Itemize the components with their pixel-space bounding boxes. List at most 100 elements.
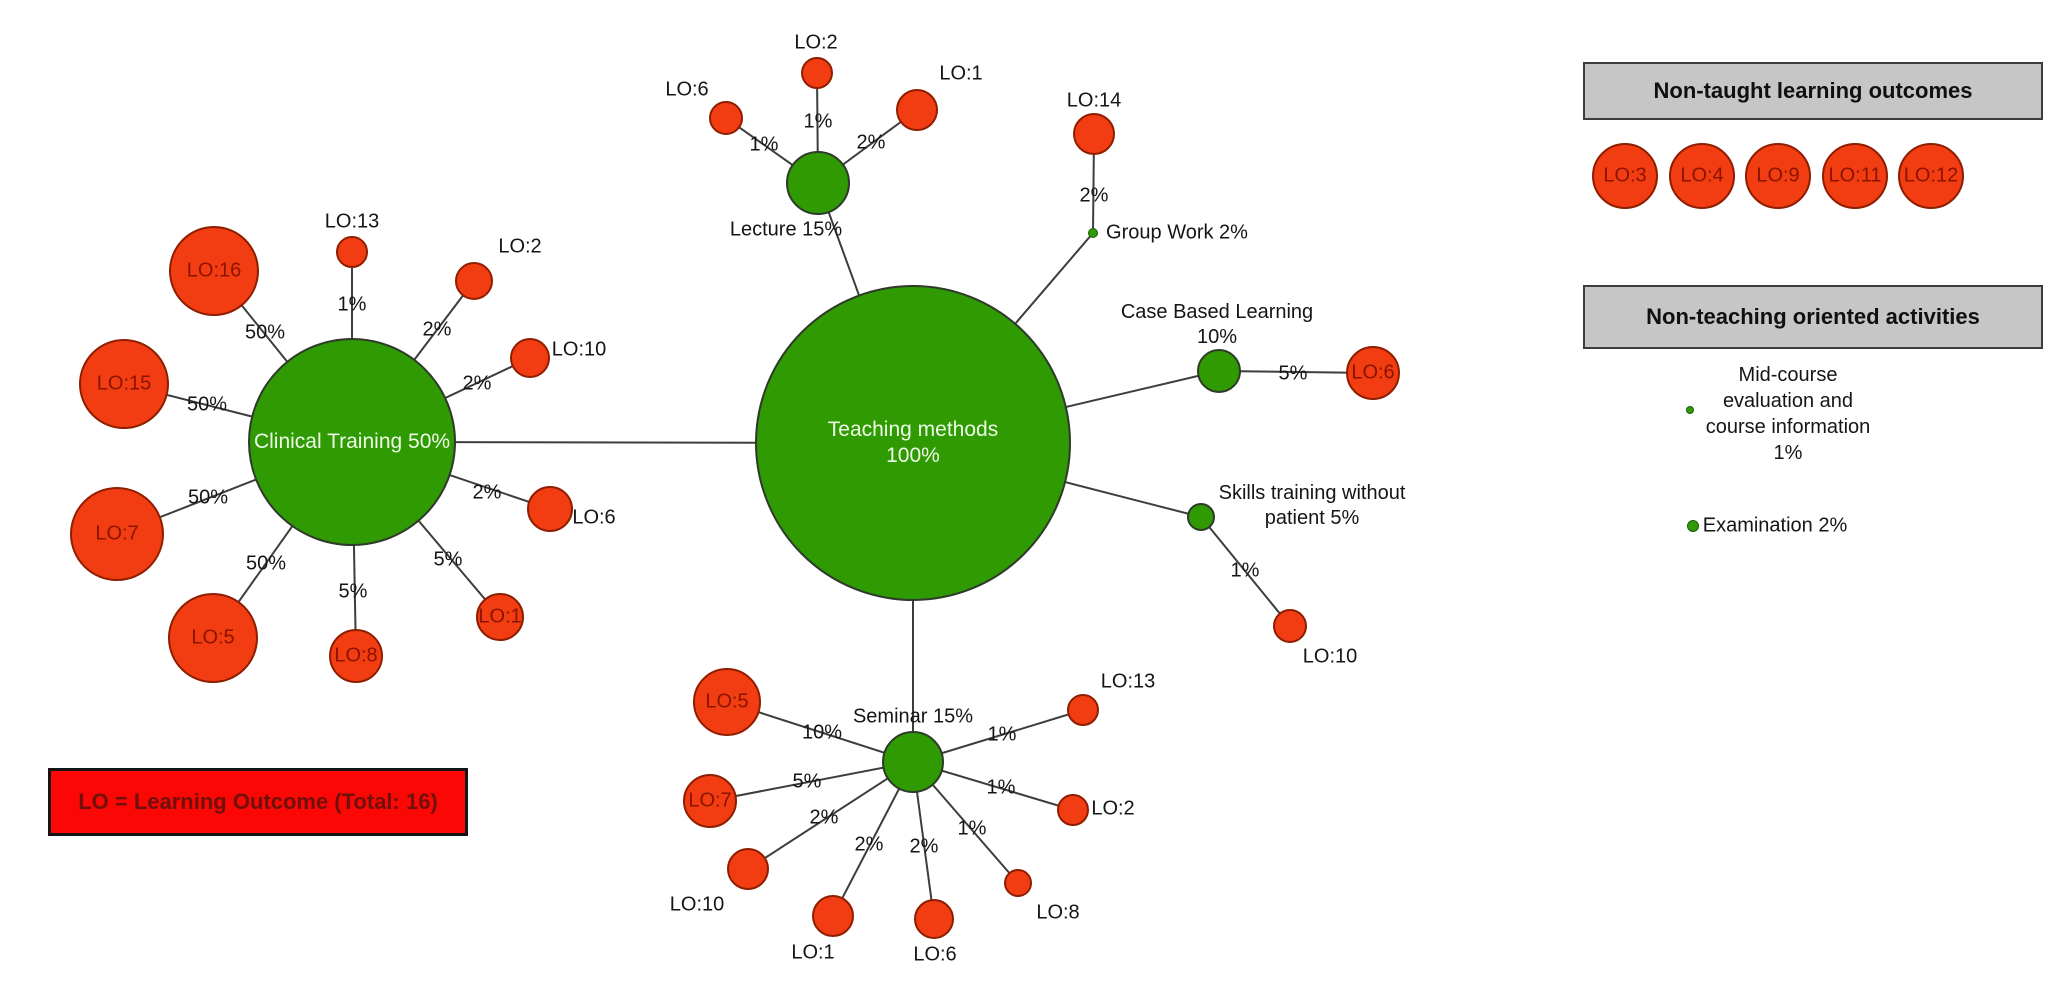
seminar-lo5-percent: 10% [801,721,843,744]
non-taught-lo11-circle [1822,143,1888,209]
group-work-lo14-label: LO:14 [1066,89,1122,112]
seminar-lo10-percent: 2% [809,806,839,829]
seminar-label: Seminar 15% [852,705,974,728]
seminar-lo8-label: LO:8 [1036,901,1080,924]
case-based-learning-percent: 10% [1196,326,1238,348]
clinical-lo7-percent: 50% [187,486,229,509]
clinical-lo2-label: LO:2 [498,235,542,258]
clinical-lo7-circle [70,487,164,581]
seminar-lo6-circle [914,899,954,939]
non-taught-title: Non-taught learning outcomes [1653,78,1973,103]
seminar-lo13-label: LO:13 [1100,670,1156,693]
non-teaching-title: Non-teaching oriented activities [1646,304,1980,329]
lecture-lo1-percent: 2% [856,131,886,154]
lecture-lo2-circle [801,57,833,89]
clinical-lo2-circle [455,262,493,300]
lecture-lo6-label: LO:6 [665,78,709,101]
edge-line [747,761,914,870]
non-taught-lo3-label: LO:3 [1603,164,1647,187]
clinical-lo8-label: LO:8 [334,644,378,667]
examination-dot [1687,520,1699,532]
non-taught-panel: Non-taught learning outcomes [1583,62,2043,120]
clinical-lo6-circle [527,486,573,532]
skills-lo10-label: LO:10 [1302,645,1358,668]
edge-line [1200,516,1291,627]
non-taught-lo4-circle [1669,143,1735,209]
lecture-lo1-circle [896,89,938,131]
clinical-lo13-label: LO:13 [324,210,380,233]
lecture-label: Lecture 15% [729,218,843,241]
group-work-lo14-circle [1073,113,1115,155]
case-based-learning-label: Case Based Learning 10% [1121,300,1313,350]
edge-line [709,761,914,802]
seminar-lo5-circle [693,668,761,736]
teaching-methods-node [755,285,1071,601]
examination-label: Examination 2% [1702,514,1848,537]
clinical-lo16-circle [169,226,259,316]
skills-lo10-percent: 1% [1230,559,1260,582]
clinical-lo1-percent: 5% [433,548,463,571]
lecture-lo6-percent: 1% [749,133,779,156]
group-work-lo14-percent: 2% [1079,184,1109,207]
lecture-lo1-label: LO:1 [939,62,983,85]
lecture-lo2-percent: 1% [803,110,833,133]
mid-course-label: Mid-course evaluation and course informa… [1705,364,1871,464]
clinical-lo16-percent: 50% [244,321,286,344]
seminar-lo13-circle [1067,694,1099,726]
clinical-lo7-label: LO:7 [95,522,139,545]
seminar-lo6-percent: 2% [909,835,939,858]
teaching-methods-percent: 100% [886,444,940,467]
seminar-lo2-circle [1057,794,1089,826]
teaching-methods-name: Teaching methods [827,417,999,441]
clinical-lo1-label: LO:1 [478,605,522,628]
lecture-lo2-label: LO:2 [794,31,838,54]
seminar-node [882,731,944,793]
clinical-lo5-percent: 50% [245,552,287,575]
clinical-lo6-label: LO:6 [572,506,616,529]
seminar-lo7-label: LO:7 [688,789,732,812]
seminar-lo1-percent: 2% [854,833,884,856]
teaching-methods-label: Teaching methods 100% [828,417,998,470]
seminar-lo1-circle [812,895,854,937]
clinical-lo15-label: LO:15 [96,372,152,395]
clinical-lo6-percent: 2% [472,481,502,504]
clinical-lo5-label: LO:5 [191,626,235,649]
clinical-lo8-circle [329,629,383,683]
skills-training-label: Skills training without patient 5% [1218,482,1406,529]
non-taught-lo9-label: LO:9 [1756,164,1800,187]
clinical-lo10-circle [510,338,550,378]
seminar-lo13-percent: 1% [987,723,1017,746]
clinical-lo10-label: LO:10 [551,338,607,361]
group-work-label: Group Work 2% [1106,221,1248,244]
clinical-lo5-circle [168,593,258,683]
group-work-node [1088,228,1098,238]
clinical-lo15-percent: 50% [186,393,228,416]
seminar-lo8-percent: 1% [957,817,987,840]
case-based-lo6-percent: 5% [1278,362,1308,385]
seminar-lo8-circle [1004,869,1032,897]
non-taught-lo3-circle [1592,143,1658,209]
seminar-lo10-circle [727,848,769,890]
legend-note-label: LO = Learning Outcome (Total: 16) [78,789,438,814]
non-taught-lo12-label: LO:12 [1903,164,1959,187]
clinical-lo1-circle [476,593,524,641]
legend-note-box: LO = Learning Outcome (Total: 16) [48,768,468,836]
lecture-node [786,151,850,215]
case-based-lo6-label: LO:6 [1351,361,1395,384]
seminar-lo6-label: LO:6 [913,943,957,966]
seminar-lo1-label: LO:1 [791,941,835,964]
clinical-training-label: Clinical Training 50% [253,429,451,453]
non-teaching-panel: Non-teaching oriented activities [1583,285,2043,349]
clinical-lo15-circle [79,339,169,429]
non-taught-lo9-circle [1745,143,1811,209]
lecture-lo6-circle [709,101,743,135]
seminar-lo7-circle [683,774,737,828]
seminar-lo7-percent: 5% [792,770,822,793]
clinical-lo13-circle [336,236,368,268]
seminar-lo5-label: LO:5 [705,690,749,713]
clinical-lo8-percent: 5% [338,580,368,603]
skills-training-node [1187,503,1215,531]
clinical-lo16-label: LO:16 [186,259,242,282]
clinical-training-node [248,338,456,546]
case-based-learning-node [1197,349,1241,393]
